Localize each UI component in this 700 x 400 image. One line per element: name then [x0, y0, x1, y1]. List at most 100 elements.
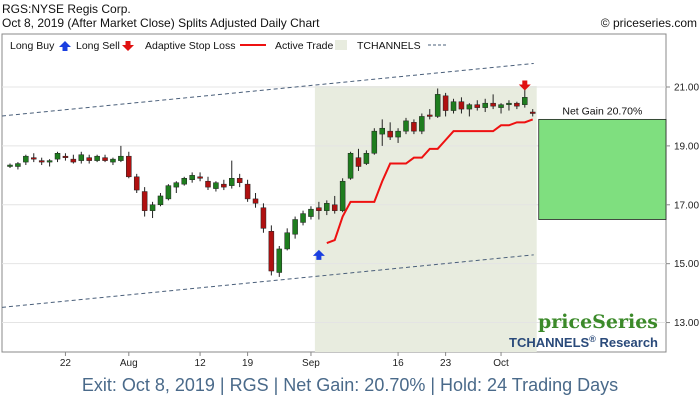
sell-signal-arrow	[518, 80, 531, 91]
y-axis-ticks: 13.00 15.00 17.00 19.00 21.00	[666, 83, 699, 329]
candle-body	[292, 219, 298, 235]
candle-body	[300, 213, 306, 223]
candle-body	[173, 182, 180, 188]
x-tick-label: 23	[440, 358, 452, 369]
y-tick-label: 17.00	[674, 200, 699, 211]
candle-body	[110, 158, 116, 163]
candle-body	[466, 104, 473, 110]
y-tick-label: 13.00	[674, 318, 699, 329]
brand-logo: priceSeries	[538, 311, 658, 333]
active-trade-swatch	[335, 40, 347, 50]
buy-signal-arrow	[312, 249, 325, 260]
candle-body	[141, 191, 148, 211]
candle-body	[149, 204, 156, 211]
candle-body	[133, 176, 140, 191]
adaptive-stop-line	[326, 118, 534, 244]
y-tick-label: 21.00	[674, 83, 699, 94]
candle-body	[7, 164, 13, 167]
research-suffix: Research	[596, 335, 658, 350]
footer-summary: Exit: Oct 8, 2019 | RGS | Net Gain: 20.7…	[82, 375, 618, 395]
candle-body	[118, 155, 124, 161]
candle-body	[506, 102, 512, 105]
buy-arrow-icon	[59, 41, 71, 51]
sell-arrow-icon	[122, 41, 134, 51]
candle-body	[205, 180, 211, 188]
candle-body	[427, 114, 433, 117]
copyright-text: © priceseries.com	[601, 16, 697, 30]
candle-body	[284, 232, 290, 250]
candle-body	[324, 203, 330, 211]
candle-body	[411, 122, 417, 132]
candle-body	[355, 157, 362, 167]
candle-body	[213, 182, 219, 189]
channel-lower-line	[1, 254, 534, 308]
candle-body	[31, 157, 37, 160]
legend-long-sell: Long Sell	[76, 40, 120, 52]
legend-active-trade: Active Trade	[275, 40, 334, 52]
candle-body	[189, 175, 195, 180]
x-tick-label: 22	[60, 358, 72, 369]
candle-body	[268, 231, 275, 272]
candle-body	[70, 158, 77, 163]
candle-body	[363, 153, 370, 164]
candle-body	[197, 176, 203, 179]
candle-body	[126, 155, 132, 178]
candle-body	[94, 155, 100, 161]
legend-tchannels: TCHANNELS	[357, 40, 421, 52]
candle-body	[181, 178, 187, 185]
research-prefix: TCHANNELS	[509, 335, 589, 350]
candle-body	[165, 185, 172, 200]
net-gain-label: Net Gain 20.70%	[562, 105, 642, 117]
candle-body	[221, 183, 227, 188]
candle-body	[331, 204, 338, 211]
candle-body	[102, 157, 108, 161]
candle-body	[236, 178, 243, 183]
plot-area: Net Gain 20.70%	[1, 33, 667, 353]
candle-body	[157, 195, 164, 206]
legend-adaptive-stop: Adaptive Stop Loss	[145, 40, 235, 52]
candle-body	[276, 248, 283, 273]
candle-body	[529, 111, 536, 114]
legend-long-buy: Long Buy	[10, 40, 55, 52]
y-tick-label: 19.00	[674, 141, 699, 152]
candle-body	[419, 116, 425, 132]
candle-body	[403, 120, 409, 132]
x-tick-label: 19	[242, 358, 254, 369]
candle-body	[38, 160, 45, 163]
header-symbol: RGS:NYSE Regis Corp.	[2, 2, 131, 16]
candle-body	[308, 208, 314, 217]
net-gain-box	[538, 118, 667, 220]
candle-body	[316, 207, 322, 211]
candle-body	[498, 104, 504, 108]
research-label: TCHANNELS® Research	[509, 334, 658, 350]
candle-body	[490, 102, 496, 107]
candle-body	[244, 183, 251, 200]
candle-body	[339, 180, 346, 211]
candle-body	[252, 198, 259, 204]
x-tick-label: Sep	[302, 358, 320, 369]
candle-body	[514, 102, 520, 107]
candle-body	[86, 157, 92, 161]
x-tick-label: Oct	[493, 358, 509, 369]
legend-box: Long Buy Long Sell Adaptive Stop Loss Ac…	[4, 36, 452, 53]
candle-body	[371, 130, 378, 154]
candle-body	[78, 154, 85, 161]
x-tick-label: Aug	[120, 358, 138, 369]
candle-body	[458, 101, 465, 110]
candle-body	[442, 95, 449, 111]
x-tick-label: 16	[393, 358, 405, 369]
candle-body	[260, 207, 267, 229]
x-tick-label: 12	[195, 358, 207, 369]
candle-body	[522, 97, 528, 105]
channel-upper-line	[1, 62, 534, 117]
candle-body	[62, 155, 69, 158]
candle-body	[347, 153, 354, 179]
candle-body	[54, 153, 61, 160]
candle-body	[229, 178, 235, 186]
header-subtitle: Oct 8, 2019 (After Market Close) Splits …	[2, 16, 320, 30]
candle-body	[450, 101, 457, 111]
research-reg: ®	[589, 334, 596, 344]
candle-body	[15, 163, 21, 167]
candle-body	[379, 127, 385, 135]
